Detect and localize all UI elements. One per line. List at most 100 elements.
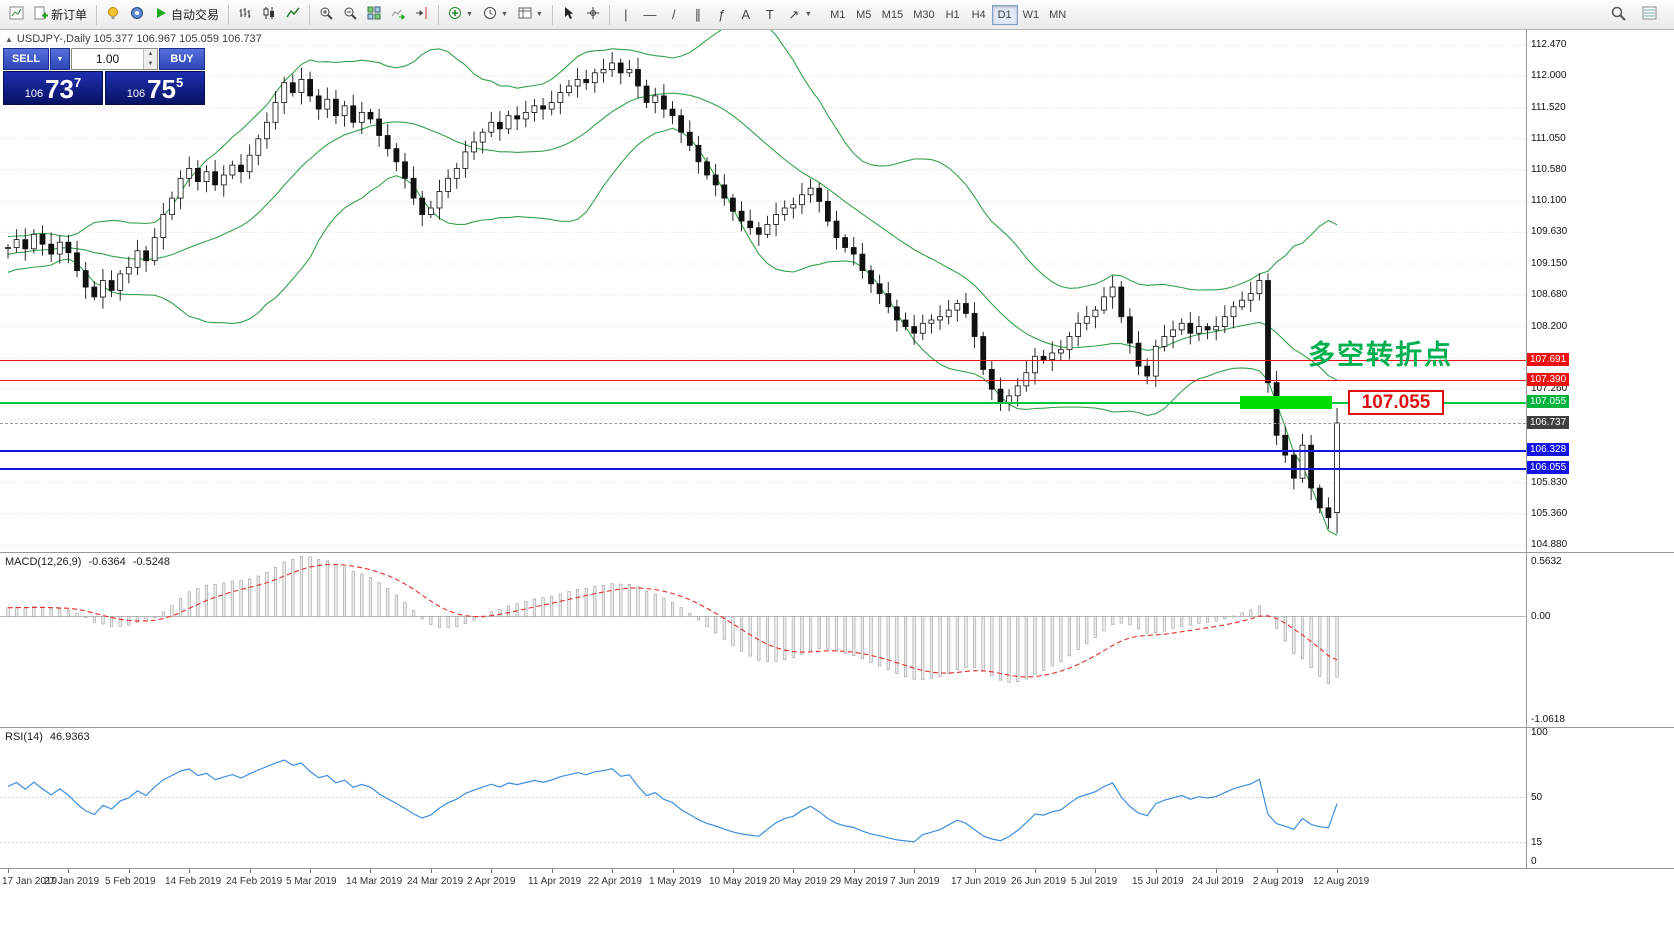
timeframe-h4[interactable]: H4 <box>971 8 986 21</box>
new-order-label: 新订单 <box>51 8 88 22</box>
candle-bear <box>738 210 745 222</box>
macd-histogram-bar <box>325 560 329 617</box>
arrows-tool[interactable]: ↗ ▼ <box>782 3 817 27</box>
price-tick: 108.200 <box>1531 320 1568 332</box>
lot-spinner[interactable]: ▲ ▼ <box>143 49 157 69</box>
timeframe-m1[interactable]: M1 <box>830 8 846 21</box>
macd-name: MACD(12,26,9) <box>5 556 82 568</box>
horizontal-line-106.055[interactable] <box>0 468 1526 470</box>
options-button[interactable] <box>125 3 149 27</box>
tile-windows-button[interactable] <box>362 3 386 27</box>
macd-histogram-bar <box>135 616 139 623</box>
vertical-line-tool[interactable]: | <box>614 3 638 27</box>
time-axis-label: 5 Mar 2019 <box>286 876 337 887</box>
timeframe-m5[interactable]: M5 <box>856 8 872 21</box>
lightbulb-icon <box>106 6 120 23</box>
sell-button[interactable]: SELL <box>3 48 49 70</box>
trendline-tool[interactable]: / <box>662 3 686 27</box>
candle-bear <box>367 112 374 120</box>
horizontal-line-107.055[interactable] <box>0 402 1526 405</box>
macd-histogram-bar <box>584 587 588 617</box>
candle-bull <box>1299 444 1306 479</box>
toolbar: 新订单 自动交易 <box>0 0 1674 30</box>
horizontal-line-107.39[interactable] <box>0 380 1526 381</box>
time-axis-tick <box>250 869 251 873</box>
symbol-ohlc-text: USDJPY-,Daily 105.377 106.967 105.059 10… <box>16 33 262 45</box>
crosshair-tool-button[interactable] <box>581 3 605 27</box>
time-axis-label: 7 Jun 2019 <box>890 876 940 887</box>
zoom-out-icon <box>343 6 357 23</box>
time-axis-tick <box>1277 869 1278 873</box>
timeframe-w1[interactable]: W1 <box>1022 8 1040 21</box>
timeframe-mn[interactable]: MN <box>1049 8 1067 21</box>
turning-point-annotation[interactable]: 多空转折点 <box>1308 340 1453 370</box>
zoom-in-button[interactable] <box>314 3 338 27</box>
support-rectangle-object[interactable] <box>1240 396 1332 409</box>
candle-bull <box>937 316 943 321</box>
metaeditor-button[interactable] <box>101 3 125 27</box>
pane-divider[interactable] <box>0 727 1674 728</box>
indicators-button[interactable]: ▼ <box>443 3 478 27</box>
text-tool[interactable]: A <box>734 3 758 27</box>
search-button[interactable] <box>1606 3 1631 27</box>
macd-histogram-bar <box>506 605 511 617</box>
chart-shift-button[interactable] <box>410 3 434 27</box>
main-chart-pane[interactable] <box>0 30 1526 552</box>
channel-tool[interactable]: ∥ <box>686 3 710 27</box>
candle-bear <box>721 184 728 199</box>
one-click-trade-panel: SELL ▼ 1.00 ▲ ▼ BUY 106 73 7 106 75 5 <box>3 48 205 105</box>
macd-histogram-bar <box>1249 609 1253 617</box>
auto-scroll-button[interactable] <box>386 3 410 27</box>
timeframe-h1[interactable]: H1 <box>945 8 960 21</box>
order-type-dropdown[interactable]: ▼ <box>50 48 70 70</box>
candlestick-chart-button[interactable] <box>257 3 281 27</box>
periods-button[interactable]: ▼ <box>478 3 513 27</box>
macd-histogram-bar <box>92 616 96 623</box>
candle-bull <box>945 309 952 318</box>
horizontal-line-106.328[interactable] <box>0 450 1526 452</box>
zoom-out-button[interactable] <box>338 3 362 27</box>
templates-button[interactable]: ▼ <box>513 3 548 27</box>
candle-bear <box>859 253 866 272</box>
line-chart-button[interactable] <box>281 3 305 27</box>
buy-button[interactable]: BUY <box>159 48 205 70</box>
macd-histogram-bar <box>705 616 709 627</box>
timeframe-m30[interactable]: M30 <box>913 8 935 21</box>
lot-increase-icon[interactable]: ▲ <box>144 49 157 59</box>
lot-size-field[interactable]: 1.00 ▲ ▼ <box>71 48 158 70</box>
auto-trading-button[interactable]: 自动交易 <box>149 3 224 27</box>
time-axis-tick <box>491 869 492 873</box>
new-chart-button[interactable] <box>4 3 29 27</box>
support-price-label[interactable]: 107.055 <box>1348 390 1444 415</box>
cursor-tool-button[interactable] <box>557 3 581 27</box>
market-watch-button[interactable] <box>1637 3 1662 27</box>
macd-histogram-bar <box>15 606 19 617</box>
candle-bull <box>1256 280 1263 295</box>
timeframe-m15[interactable]: M15 <box>881 8 904 21</box>
macd-pane[interactable] <box>0 552 1526 727</box>
buy-price-button[interactable]: 106 75 5 <box>105 71 205 105</box>
label-tool[interactable]: T <box>758 3 782 27</box>
candle-bear <box>816 187 823 202</box>
sell-price-button[interactable]: 106 73 7 <box>3 71 103 105</box>
new-order-button[interactable]: 新订单 <box>29 3 92 27</box>
candle-bear <box>1316 487 1323 509</box>
horizontal-line-tool[interactable]: — <box>638 3 662 27</box>
pane-divider[interactable] <box>0 552 1674 553</box>
fibonacci-tool[interactable]: ƒ <box>710 3 734 27</box>
candle-bull <box>600 69 607 74</box>
candle-bear <box>1187 322 1194 334</box>
lot-decrease-icon[interactable]: ▼ <box>144 59 157 69</box>
bar-chart-button[interactable] <box>233 3 257 27</box>
time-axis-tick <box>68 869 69 873</box>
lot-size-value[interactable]: 1.00 <box>95 52 120 66</box>
candle-bear <box>868 270 874 285</box>
candle-bull <box>358 112 365 123</box>
zoom-in-icon <box>319 6 333 23</box>
rsi-value: 46.9363 <box>49 731 90 743</box>
macd-histogram-bar <box>878 616 882 667</box>
timeframe-d1[interactable]: D1 <box>991 4 1018 25</box>
candle-bull <box>919 322 926 334</box>
rsi-pane[interactable] <box>0 727 1526 868</box>
horizontal-line-107.691[interactable] <box>0 360 1526 362</box>
